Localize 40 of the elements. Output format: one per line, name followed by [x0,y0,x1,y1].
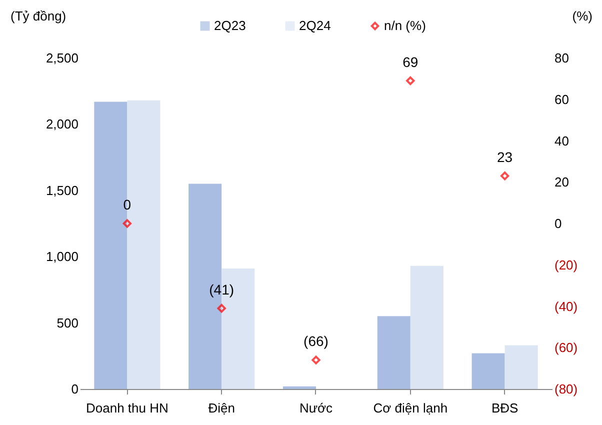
y-axis-title: (Tỷ đồng) [10,8,66,24]
bar [282,386,316,389]
y-tick-label: 2,000 [46,116,78,132]
bar [472,353,505,389]
y2-tick-label: (40) [554,298,578,314]
data-label: 23 [497,148,513,165]
point [122,219,132,228]
point [500,172,510,180]
legend-label: n/n (%) [384,18,426,33]
y2-tick-label: 20 [554,174,569,190]
data-label: 0 [123,196,132,212]
x-tick-label: BĐS [491,400,518,416]
y-tick-label: 1,500 [46,182,78,198]
bar [504,345,538,389]
y2-tick-label: (60) [554,340,578,356]
legend-label: 2Q24 [299,18,331,33]
y-tick-label: 2,500 [46,50,78,66]
data-label: 69 [402,54,418,70]
y2-tick-label: 60 [554,92,569,107]
data-label: (66) [304,333,328,350]
x-tick-label: Nước [299,400,334,416]
data-label: (41) [209,281,234,298]
y2-tick-label: 80 [554,50,569,66]
x-tick-label: Doanh thu HN [86,400,168,416]
y-tick-label: 0 [71,382,78,396]
y2-axis-title: (%) [572,8,592,24]
y2-tick-label: 40 [554,133,569,148]
point [312,356,320,364]
point [217,304,226,313]
x-tick-label: Cơ điện lạnh [373,400,448,416]
y-tick-label: 1,000 [46,249,78,264]
x-tick-label: Điện [208,400,235,416]
y2-tick-label: (80) [554,382,578,396]
bar [410,266,444,389]
point [406,76,415,86]
y2-tick-label: (20) [554,257,578,272]
legend-label: 2Q23 [214,18,246,33]
y-tick-label: 500 [56,315,78,330]
bar [377,316,410,389]
y2-tick-label: 0 [554,216,562,231]
